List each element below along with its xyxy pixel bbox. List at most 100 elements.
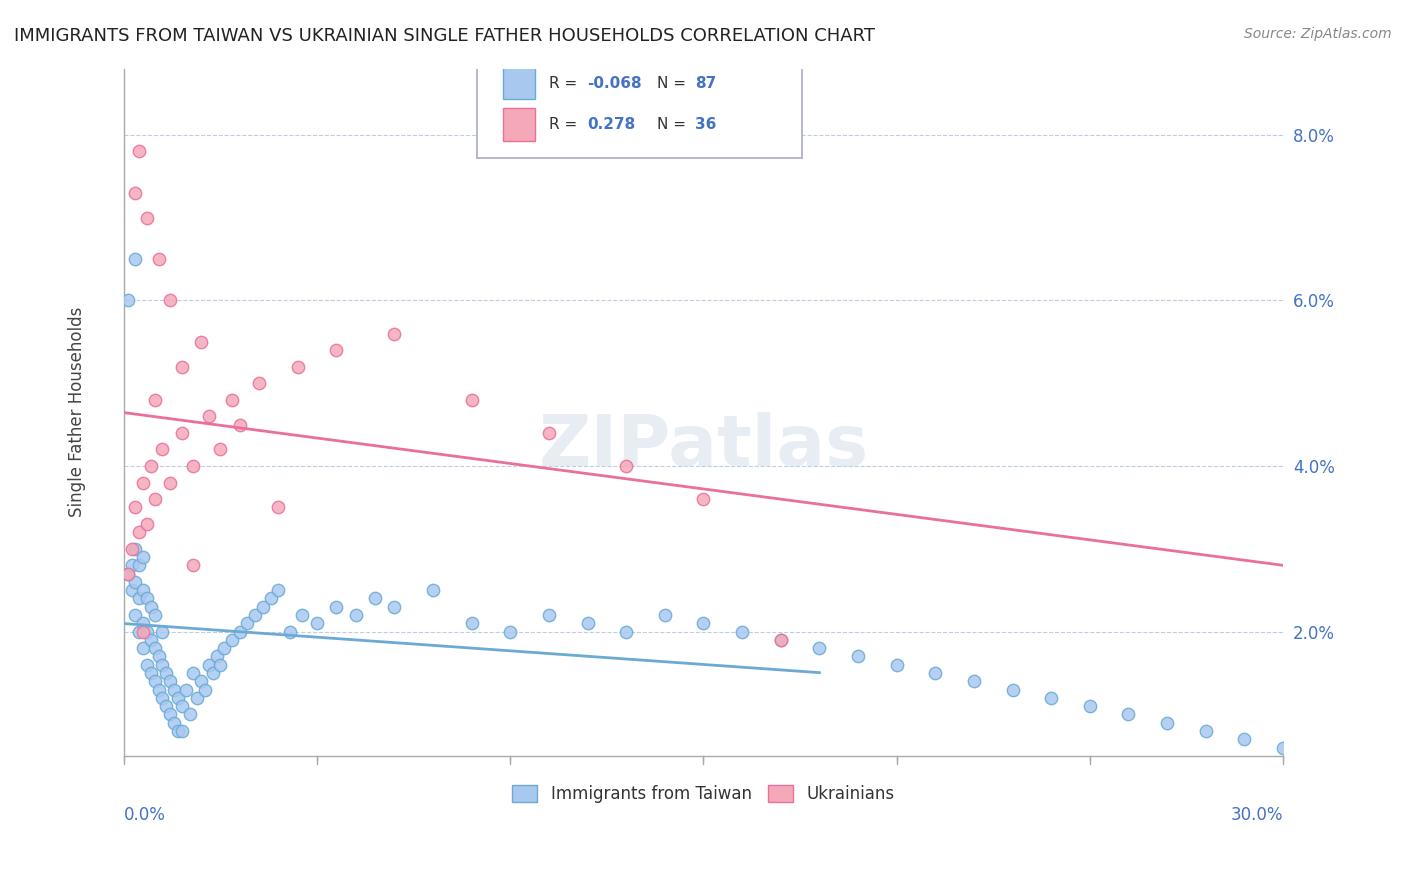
Point xyxy=(132,550,155,565)
Point xyxy=(124,500,146,515)
Point xyxy=(209,442,232,457)
Point xyxy=(1040,690,1063,705)
Point xyxy=(132,475,155,490)
Point xyxy=(267,500,290,515)
Point xyxy=(692,616,714,631)
Point xyxy=(124,186,146,200)
Point xyxy=(692,492,714,507)
Point xyxy=(305,616,328,631)
Point xyxy=(159,293,181,308)
Point xyxy=(198,657,221,672)
Text: Source: ZipAtlas.com: Source: ZipAtlas.com xyxy=(1244,27,1392,41)
Text: 87: 87 xyxy=(696,76,717,91)
Point xyxy=(886,657,908,672)
Text: Single Father Households: Single Father Households xyxy=(69,307,86,517)
Point xyxy=(117,566,139,581)
FancyBboxPatch shape xyxy=(478,48,801,158)
Point xyxy=(364,591,387,606)
Point xyxy=(143,608,166,623)
Point xyxy=(221,392,243,407)
Point xyxy=(117,293,139,308)
Point xyxy=(152,624,174,639)
Point xyxy=(128,624,150,639)
Point xyxy=(382,599,405,614)
Point xyxy=(245,608,267,623)
Point xyxy=(846,649,869,664)
Point xyxy=(128,558,150,573)
Point xyxy=(121,558,143,573)
Text: IMMIGRANTS FROM TAIWAN VS UKRAINIAN SINGLE FATHER HOUSEHOLDS CORRELATION CHART: IMMIGRANTS FROM TAIWAN VS UKRAINIAN SING… xyxy=(14,27,875,45)
Point xyxy=(148,252,170,266)
Point xyxy=(139,666,162,681)
Point xyxy=(769,632,792,647)
Point xyxy=(344,608,367,623)
Point xyxy=(152,442,174,457)
Point xyxy=(167,723,190,738)
Point xyxy=(247,376,270,391)
Point xyxy=(252,599,274,614)
Point xyxy=(136,624,159,639)
Point xyxy=(382,326,405,341)
Text: N =: N = xyxy=(657,118,690,132)
Point xyxy=(163,715,186,730)
Point xyxy=(143,392,166,407)
Point xyxy=(260,591,283,606)
Point xyxy=(128,145,150,159)
Point xyxy=(537,425,560,440)
Point xyxy=(499,624,522,639)
Point xyxy=(159,674,181,689)
Point xyxy=(124,541,146,556)
Point xyxy=(124,252,146,266)
Point xyxy=(170,359,193,374)
Point xyxy=(155,666,177,681)
Point xyxy=(278,624,301,639)
Text: 36: 36 xyxy=(696,118,717,132)
Point xyxy=(290,608,312,623)
Point xyxy=(174,682,197,697)
Point xyxy=(159,707,181,722)
Point xyxy=(325,599,347,614)
Point xyxy=(136,657,159,672)
Point xyxy=(190,674,212,689)
Point xyxy=(152,690,174,705)
Point xyxy=(128,525,150,540)
Text: N =: N = xyxy=(657,76,690,91)
Point xyxy=(460,616,482,631)
Text: 30.0%: 30.0% xyxy=(1230,805,1284,823)
Point xyxy=(1156,715,1178,730)
Point xyxy=(167,690,190,705)
Point xyxy=(614,624,637,639)
Point xyxy=(132,641,155,656)
Point xyxy=(1195,723,1218,738)
Point xyxy=(124,608,146,623)
Point xyxy=(422,583,444,598)
Point xyxy=(194,682,217,697)
Point xyxy=(576,616,599,631)
Point xyxy=(163,682,186,697)
Point xyxy=(143,674,166,689)
Point xyxy=(148,649,170,664)
FancyBboxPatch shape xyxy=(503,108,536,141)
Point xyxy=(132,616,155,631)
Point xyxy=(229,624,252,639)
Point xyxy=(1233,732,1256,747)
Point xyxy=(198,409,221,424)
Point xyxy=(117,566,139,581)
Point xyxy=(128,591,150,606)
Point xyxy=(190,334,212,349)
Point xyxy=(139,458,162,473)
Point xyxy=(924,666,946,681)
Point xyxy=(1118,707,1140,722)
Point xyxy=(183,458,205,473)
Point xyxy=(209,657,232,672)
Point xyxy=(287,359,309,374)
Point xyxy=(325,343,347,357)
Text: ZIPatlas: ZIPatlas xyxy=(538,412,869,481)
Text: R =: R = xyxy=(550,118,582,132)
Point xyxy=(229,417,252,432)
Point xyxy=(139,599,162,614)
Point xyxy=(152,657,174,672)
Point xyxy=(267,583,290,598)
Point xyxy=(205,649,228,664)
Point xyxy=(1078,699,1101,714)
